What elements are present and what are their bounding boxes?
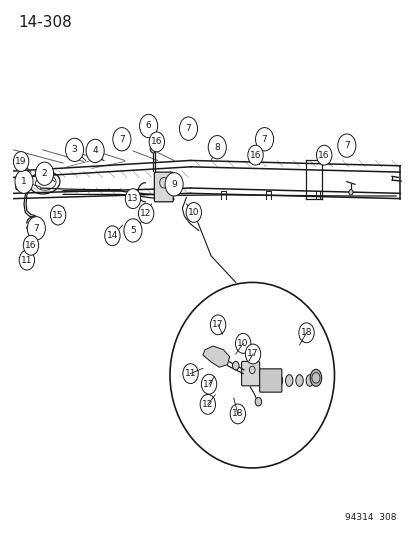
Circle shape <box>138 204 154 223</box>
Circle shape <box>150 144 157 153</box>
Text: 17: 17 <box>247 350 258 359</box>
Circle shape <box>113 127 131 151</box>
Circle shape <box>149 132 164 152</box>
Text: 7: 7 <box>261 135 267 144</box>
Circle shape <box>254 398 261 406</box>
Circle shape <box>183 364 198 384</box>
Circle shape <box>255 127 273 151</box>
Text: 7: 7 <box>185 124 191 133</box>
Circle shape <box>15 170 33 193</box>
Text: 7: 7 <box>119 135 124 144</box>
Circle shape <box>139 114 157 138</box>
Text: 13: 13 <box>127 194 138 203</box>
Text: 7: 7 <box>33 224 39 233</box>
Polygon shape <box>202 346 229 367</box>
Text: 14-308: 14-308 <box>18 14 71 30</box>
Text: 16: 16 <box>151 138 162 147</box>
FancyBboxPatch shape <box>16 176 31 190</box>
Circle shape <box>179 117 197 140</box>
Text: 11: 11 <box>184 369 196 378</box>
Circle shape <box>13 151 29 172</box>
Circle shape <box>36 162 54 185</box>
Text: 18: 18 <box>300 328 311 337</box>
Circle shape <box>165 173 183 196</box>
Text: 12: 12 <box>202 400 213 409</box>
Circle shape <box>23 236 38 255</box>
Circle shape <box>230 404 245 424</box>
Circle shape <box>186 203 201 222</box>
Text: 10: 10 <box>188 208 199 217</box>
Circle shape <box>298 323 313 343</box>
Ellipse shape <box>275 375 282 386</box>
FancyBboxPatch shape <box>259 369 281 392</box>
Circle shape <box>50 205 66 225</box>
Text: 1: 1 <box>21 177 27 186</box>
Ellipse shape <box>170 282 334 468</box>
Text: 17: 17 <box>203 379 214 389</box>
Circle shape <box>245 344 260 364</box>
Circle shape <box>27 216 45 240</box>
Circle shape <box>65 138 83 161</box>
Text: 10: 10 <box>237 339 248 348</box>
Circle shape <box>208 135 226 159</box>
Text: 19: 19 <box>15 157 27 166</box>
Ellipse shape <box>309 369 321 386</box>
Circle shape <box>247 145 263 165</box>
Circle shape <box>337 134 355 157</box>
Text: 11: 11 <box>21 256 33 265</box>
Circle shape <box>348 190 352 195</box>
Text: 94314  308: 94314 308 <box>344 513 395 522</box>
Text: 16: 16 <box>318 151 329 160</box>
Text: 9: 9 <box>171 180 176 189</box>
Ellipse shape <box>295 375 302 386</box>
Text: 5: 5 <box>130 226 135 235</box>
Circle shape <box>125 189 140 208</box>
Text: 16: 16 <box>249 151 261 160</box>
Ellipse shape <box>305 375 313 386</box>
Text: 17: 17 <box>212 320 223 329</box>
Ellipse shape <box>264 375 272 386</box>
Ellipse shape <box>285 375 292 386</box>
Circle shape <box>19 250 35 270</box>
Text: 2: 2 <box>42 169 47 178</box>
Circle shape <box>235 334 250 353</box>
Text: 14: 14 <box>107 231 118 240</box>
FancyBboxPatch shape <box>154 172 173 202</box>
Text: 16: 16 <box>25 241 37 250</box>
Text: 3: 3 <box>71 146 77 155</box>
Circle shape <box>104 226 120 246</box>
Circle shape <box>123 219 142 242</box>
Text: 15: 15 <box>52 211 64 220</box>
Circle shape <box>232 361 238 370</box>
Circle shape <box>199 394 215 414</box>
FancyBboxPatch shape <box>241 361 259 386</box>
Circle shape <box>210 315 225 335</box>
Text: 12: 12 <box>140 209 152 218</box>
Text: 7: 7 <box>343 141 349 150</box>
Text: 8: 8 <box>214 143 220 152</box>
Circle shape <box>86 139 104 163</box>
Text: 6: 6 <box>145 122 151 131</box>
Circle shape <box>316 145 331 165</box>
Text: 18: 18 <box>232 409 243 418</box>
Text: 4: 4 <box>92 147 98 156</box>
Circle shape <box>201 374 216 394</box>
